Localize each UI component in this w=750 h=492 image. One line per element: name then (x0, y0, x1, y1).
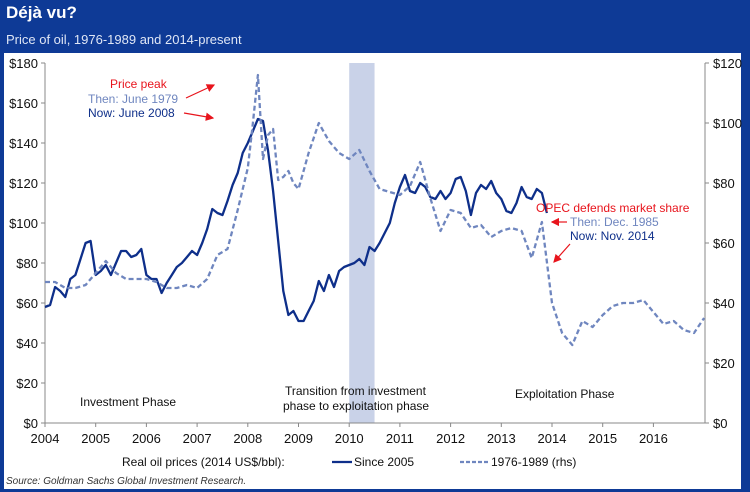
right-y-tick-label: $80 (713, 176, 735, 191)
label-transition-2: phase to exploitation phase (283, 399, 429, 413)
legend-prefix: Real oil prices (2014 US$/bbl): (122, 455, 285, 469)
left-y-tick-label: $60 (16, 296, 38, 311)
chart-subtitle: Price of oil, 1976-1989 and 2014-present (6, 32, 242, 47)
left-y-tick-label: $0 (24, 416, 38, 431)
x-tick-label: 2009 (284, 431, 313, 446)
x-tick-label: 2005 (81, 431, 110, 446)
left-y-tick-label: $40 (16, 336, 38, 351)
right-y-tick-label: $40 (713, 296, 735, 311)
left-y-tick-label: $160 (9, 96, 38, 111)
right-y-tick-label: $60 (713, 236, 735, 251)
right-y-tick-label: $0 (713, 416, 727, 431)
x-tick-label: 2004 (31, 431, 60, 446)
left-y-tick-label: $20 (16, 376, 38, 391)
annotation-then-june-1979: Then: June 1979 (88, 92, 178, 106)
x-tick-label: 2013 (487, 431, 516, 446)
arrow-then-1979 (185, 84, 216, 99)
chart-title: Déjà vu? (6, 3, 77, 22)
source-note: Source: Goldman Sachs Global Investment … (6, 476, 247, 487)
x-tick-label: 2015 (588, 431, 617, 446)
x-tick-label: 2011 (386, 431, 414, 446)
arrow-now-2008 (183, 112, 215, 121)
transition-shaded-band (349, 63, 375, 423)
legend-label-since-2005: Since 2005 (354, 455, 414, 469)
legend-label-1976-1989: 1976-1989 (rhs) (491, 455, 576, 469)
x-tick-label: 2014 (538, 431, 567, 446)
label-investment-phase: Investment Phase (80, 395, 176, 409)
annotation-now-june-2008: Now: June 2008 (88, 106, 175, 120)
label-exploitation-phase: Exploitation Phase (515, 387, 615, 401)
x-tick-label: 2016 (639, 431, 668, 446)
annotation-opec: OPEC defends market share (536, 201, 690, 215)
x-tick-label: 2012 (436, 431, 465, 446)
x-tick-label: 2010 (335, 431, 364, 446)
label-transition-1: Transition from investment (285, 384, 427, 398)
annotation-now-nov-2014: Now: Nov. 2014 (570, 229, 655, 243)
left-y-tick-label: $100 (9, 216, 38, 231)
annotation-price-peak: Price peak (110, 77, 168, 91)
left-y-tick-label: $180 (9, 56, 38, 71)
left-y-tick-label: $120 (9, 176, 38, 191)
x-tick-label: 2007 (183, 431, 212, 446)
series-line-since-2005 (44, 117, 549, 323)
left-y-tick-label: $80 (16, 256, 38, 271)
right-y-tick-label: $100 (713, 116, 742, 131)
x-tick-label: 2006 (132, 431, 161, 446)
right-y-tick-label: $20 (713, 356, 735, 371)
arrow-now-2014 (553, 243, 571, 263)
x-tick-label: 2008 (233, 431, 262, 446)
right-y-tick-label: $120 (713, 56, 742, 71)
left-y-tick-label: $140 (9, 136, 38, 151)
annotation-then-dec-1985: Then: Dec. 1985 (570, 215, 659, 229)
